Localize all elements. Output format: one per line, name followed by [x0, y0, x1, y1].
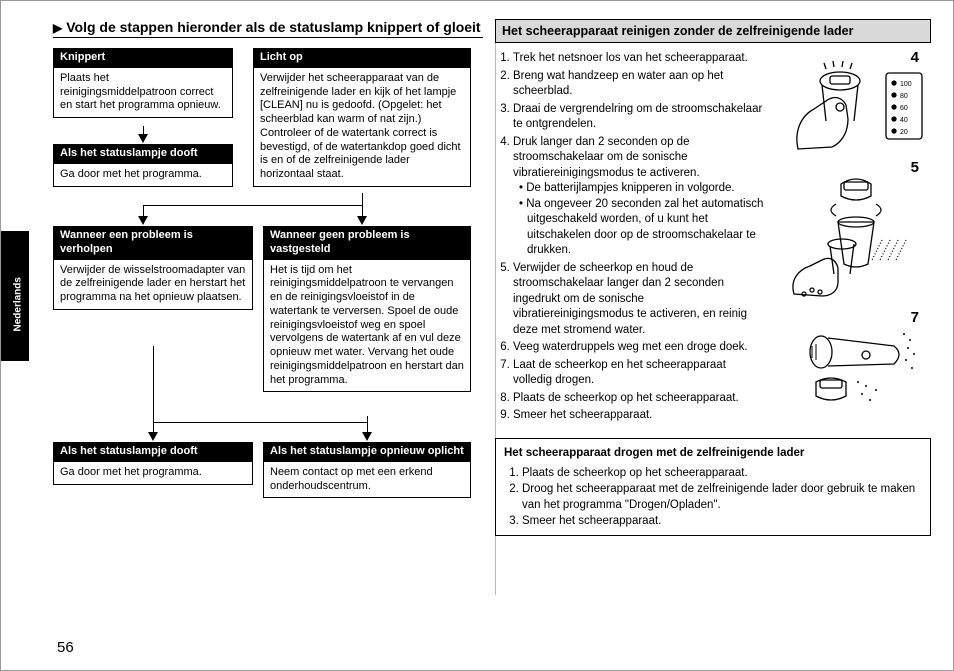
flow-line	[153, 422, 154, 432]
sub-box: Het scheerapparaat drogen met de zelfrei…	[495, 438, 931, 536]
illus-4: 100 80 60 40 20	[786, 61, 926, 156]
flow-line	[362, 193, 363, 205]
flow-line	[143, 205, 363, 206]
flow-hdr: Knippert	[54, 48, 232, 68]
gauge-20: 20	[900, 129, 908, 136]
step-2: Breng wat handzeep en water aan op het s…	[513, 69, 767, 100]
page-root: Nederlands ▶ Volg de stappen hieronder al…	[0, 0, 954, 671]
arrow-down-icon	[362, 432, 372, 441]
flow-hdr: Licht op	[254, 48, 470, 68]
flow-box-dooft1: Als het statuslampje dooft Ga door met h…	[53, 144, 233, 187]
flow-body: Ga door met het programma.	[54, 164, 232, 186]
gauge-60: 60	[900, 105, 908, 112]
triangle-icon: ▶	[53, 21, 62, 35]
flow-box-dooft2: Als het statuslampje dooft Ga door met h…	[53, 442, 253, 485]
illus-7	[786, 324, 926, 414]
gauge-40: 40	[900, 117, 908, 124]
right-column: Het scheerapparaat reinigen zonder de ze…	[495, 19, 931, 609]
flow-line	[153, 346, 154, 422]
step-4b: • Na ongeveer 20 seconden zal het automa…	[513, 197, 767, 259]
shaver-rinse-icon	[786, 174, 926, 304]
sub-step-2: Droog het scheerapparaat met de zelfrein…	[522, 481, 922, 513]
section-bar: Het scheerapparaat reinigen zonder de ze…	[495, 19, 931, 43]
sub-step-1: Plaats de scheerkop op het scheerapparaa…	[522, 465, 922, 481]
step-5: Verwijder de scheerkop en houd de stroom…	[513, 261, 767, 339]
gauge-80: 80	[900, 93, 908, 100]
shaver-hand-icon: 100 80 60 40 20	[786, 61, 926, 156]
step-4a: • De batterijlampjes knipperen in volgor…	[513, 181, 767, 197]
arrow-down-icon	[148, 432, 158, 441]
step-9: Smeer het scheerapparaat.	[513, 408, 767, 424]
columns: ▶ Volg de stappen hieronder als de status…	[53, 19, 931, 609]
flow-body: Verwijder de wisselstroomadapter van de …	[54, 260, 252, 309]
step-7: Laat de scheerkop en het scheerapparaat …	[513, 358, 767, 389]
flowchart: Knippert Plaats het reinigingsmiddelpatr…	[53, 48, 483, 588]
step-6: Veeg waterdruppels weg met een droge doe…	[513, 340, 767, 356]
step-4a-text: De batterijlampjes knipperen in volgorde…	[526, 182, 734, 194]
gauge-100: 100	[900, 81, 912, 88]
steps-list: Trek het netsnoer los van het scheerappa…	[495, 51, 767, 424]
shaver-dry-icon	[786, 324, 926, 414]
flow-line	[367, 422, 368, 432]
flow-hdr: Wanneer een probleem is verholpen	[54, 226, 252, 260]
left-column: ▶ Volg de stappen hieronder als de status…	[53, 19, 483, 609]
step-3: Draai de vergrendelring om de stroomscha…	[513, 102, 767, 133]
step-4b-text: Na ongeveer 20 seconden zal het automati…	[526, 198, 763, 257]
illus-5	[786, 174, 926, 304]
arrow-down-icon	[138, 216, 148, 225]
flow-box-oplicht: Als het statuslampje opnieuw oplicht Nee…	[263, 442, 471, 498]
flow-body: Ga door met het programma.	[54, 462, 252, 484]
flow-hdr: Als het statuslampje dooft	[54, 144, 232, 164]
heading-underline	[53, 37, 483, 38]
flow-body: Neem contact op met een erkend onderhoud…	[264, 462, 470, 498]
arrow-down-icon	[357, 216, 367, 225]
sub-heading: Het scheerapparaat drogen met de zelfrei…	[504, 445, 922, 461]
step-4: Druk langer dan 2 seconden op de strooms…	[513, 135, 767, 259]
flow-body: Plaats het reinigingsmiddelpatroon corre…	[54, 68, 232, 117]
step-1: Trek het netsnoer los van het scheerappa…	[513, 51, 767, 67]
flow-body: Verwijder het scheerapparaat van de zelf…	[254, 68, 470, 186]
left-heading: ▶ Volg de stappen hieronder als de status…	[53, 19, 483, 35]
flow-body: Het is tijd om het reinigingsmiddelpatro…	[264, 260, 470, 392]
flow-box-knippert: Knippert Plaats het reinigingsmiddelpatr…	[53, 48, 233, 118]
language-tab: Nederlands	[1, 231, 29, 361]
flow-line	[153, 422, 368, 423]
flow-hdr: Als het statuslampje opnieuw oplicht	[264, 442, 470, 462]
step-8: Plaats de scheerkop op het scheerapparaa…	[513, 391, 767, 407]
language-label: Nederlands	[13, 262, 24, 332]
page-number: 56	[57, 639, 74, 656]
left-heading-text: Volg de stappen hieronder als de statusl…	[66, 19, 480, 35]
flow-hdr: Als het statuslampje dooft	[54, 442, 252, 462]
flow-line	[143, 126, 144, 134]
sub-step-3: Smeer het scheerapparaat.	[522, 513, 922, 529]
flow-box-prob-yes: Wanneer een probleem is verholpen Verwij…	[53, 226, 253, 310]
arrow-down-icon	[138, 134, 148, 143]
step-4-text: Druk langer dan 2 seconden op de strooms…	[513, 136, 700, 179]
flow-hdr: Wanneer geen probleem is vastgesteld	[264, 226, 470, 260]
flow-box-prob-no: Wanneer geen probleem is vastgesteld Het…	[263, 226, 471, 392]
flow-box-lichtop: Licht op Verwijder het scheerapparaat va…	[253, 48, 471, 187]
